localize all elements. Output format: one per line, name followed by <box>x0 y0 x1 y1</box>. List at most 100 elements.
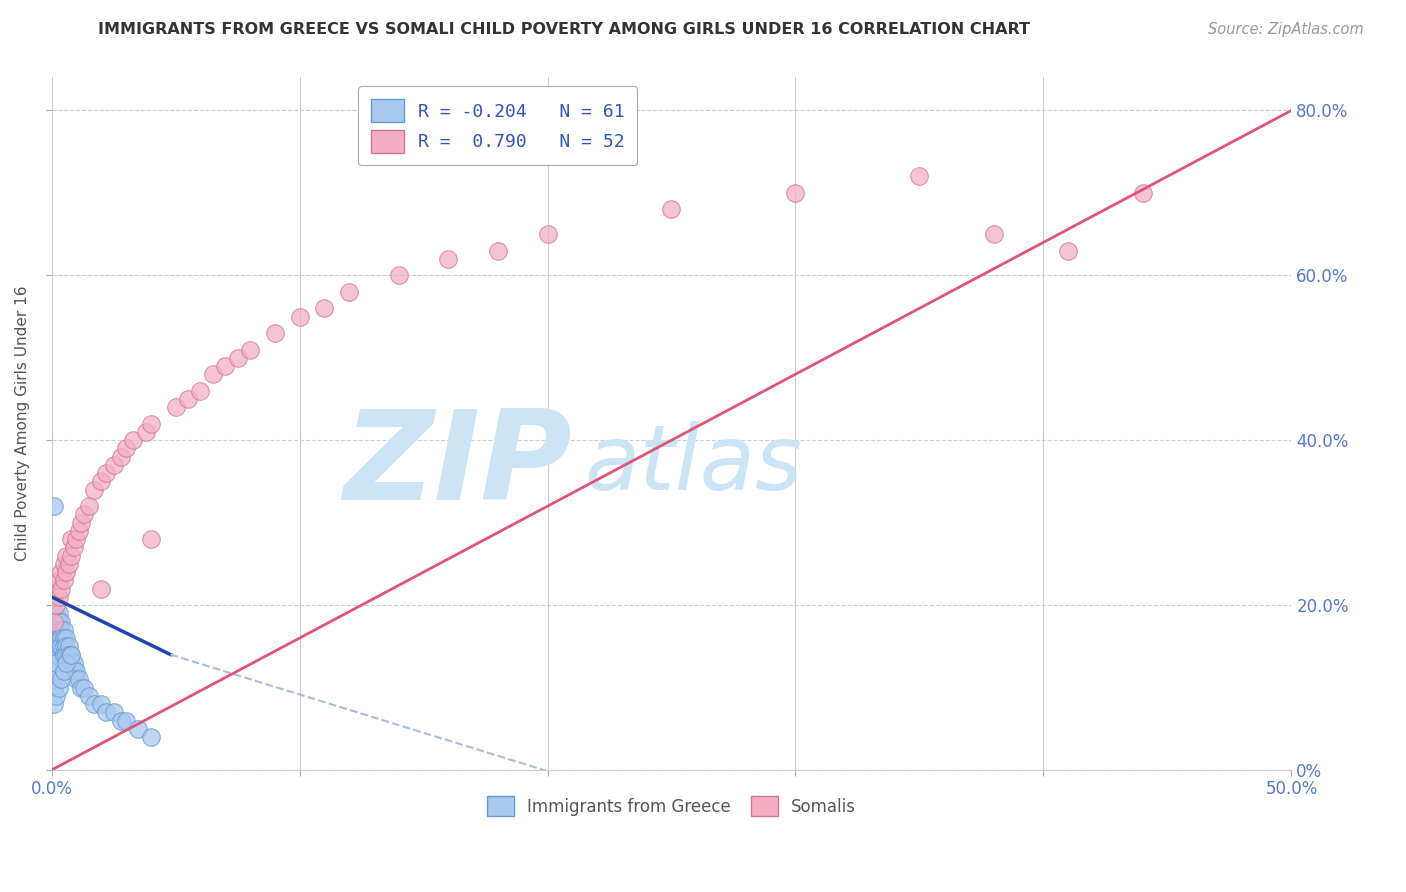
Point <box>55 656 77 670</box>
Point <box>63 656 86 670</box>
Point <box>48 574 70 588</box>
Point <box>201 368 224 382</box>
Point <box>55 648 77 662</box>
Point <box>77 689 100 703</box>
Point <box>60 648 83 662</box>
Point <box>48 631 70 645</box>
Point <box>139 730 162 744</box>
Point <box>983 227 1005 241</box>
Point <box>908 169 931 184</box>
Point <box>48 623 70 637</box>
Point <box>52 648 75 662</box>
Text: atlas: atlas <box>585 421 803 509</box>
Point <box>42 664 65 678</box>
Point <box>77 499 100 513</box>
Point <box>135 425 157 439</box>
Point <box>42 631 65 645</box>
Point <box>42 623 65 637</box>
Point <box>45 689 67 703</box>
Point <box>52 640 75 654</box>
Text: Source: ZipAtlas.com: Source: ZipAtlas.com <box>1208 22 1364 37</box>
Point <box>486 244 509 258</box>
Y-axis label: Child Poverty Among Girls Under 16: Child Poverty Among Girls Under 16 <box>15 286 30 561</box>
Point <box>42 640 65 654</box>
Point <box>42 673 65 687</box>
Point <box>60 549 83 563</box>
Point <box>83 697 105 711</box>
Point <box>51 565 73 579</box>
Point <box>58 640 80 654</box>
Point <box>314 301 336 316</box>
Point <box>1057 244 1080 258</box>
Point <box>110 714 132 728</box>
Point <box>45 623 67 637</box>
Point <box>48 607 70 621</box>
Point <box>42 656 65 670</box>
Point <box>115 714 138 728</box>
Point <box>70 516 93 530</box>
Point <box>65 673 87 687</box>
Point <box>51 673 73 687</box>
Point <box>48 590 70 604</box>
Point <box>51 582 73 596</box>
Point <box>60 648 83 662</box>
Point <box>115 442 138 456</box>
Point <box>165 401 187 415</box>
Point <box>94 466 117 480</box>
Point <box>63 664 86 678</box>
Point <box>67 673 90 687</box>
Point <box>55 640 77 654</box>
Point <box>52 664 75 678</box>
Text: ZIP: ZIP <box>343 405 572 525</box>
Point <box>42 681 65 695</box>
Point <box>42 499 65 513</box>
Point <box>48 681 70 695</box>
Point <box>139 417 162 431</box>
Point <box>51 631 73 645</box>
Point <box>45 648 67 662</box>
Point <box>263 326 285 340</box>
Point <box>785 186 807 200</box>
Point <box>48 640 70 654</box>
Point <box>45 615 67 629</box>
Point <box>58 557 80 571</box>
Point <box>45 598 67 612</box>
Point <box>70 681 93 695</box>
Point <box>52 574 75 588</box>
Point <box>67 524 90 538</box>
Point <box>103 458 125 472</box>
Point <box>214 359 236 373</box>
Point <box>45 607 67 621</box>
Point <box>73 508 96 522</box>
Point <box>65 532 87 546</box>
Point <box>45 582 67 596</box>
Point <box>42 615 65 629</box>
Point <box>65 664 87 678</box>
Point <box>60 532 83 546</box>
Point <box>42 697 65 711</box>
Point <box>388 268 411 283</box>
Point <box>188 384 211 398</box>
Point <box>90 475 112 489</box>
Point <box>55 549 77 563</box>
Text: IMMIGRANTS FROM GREECE VS SOMALI CHILD POVERTY AMONG GIRLS UNDER 16 CORRELATION : IMMIGRANTS FROM GREECE VS SOMALI CHILD P… <box>98 22 1031 37</box>
Point <box>226 351 249 365</box>
Point <box>48 615 70 629</box>
Point <box>536 227 558 241</box>
Point <box>63 541 86 555</box>
Point <box>127 722 149 736</box>
Point <box>110 450 132 464</box>
Point <box>52 623 75 637</box>
Point <box>73 681 96 695</box>
Point <box>139 532 162 546</box>
Point <box>52 631 75 645</box>
Point <box>45 656 67 670</box>
Point <box>51 640 73 654</box>
Point <box>177 392 200 406</box>
Point <box>90 582 112 596</box>
Point <box>45 598 67 612</box>
Point <box>42 615 65 629</box>
Point <box>437 252 460 266</box>
Point <box>122 434 145 448</box>
Point <box>90 697 112 711</box>
